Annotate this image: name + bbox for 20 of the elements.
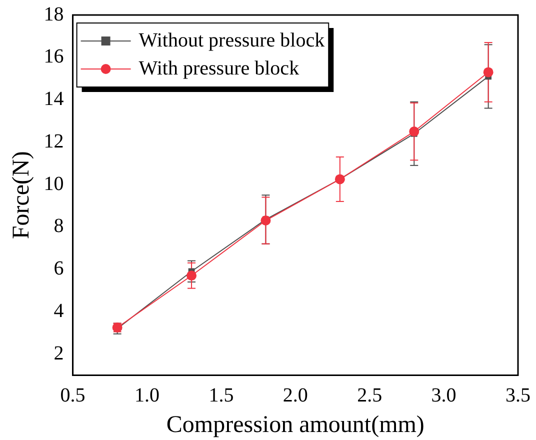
y-tick-label: 16 (44, 46, 64, 68)
x-tick-label: 3.5 (506, 384, 530, 406)
x-tick-label: 3.0 (431, 384, 456, 406)
y-axis-title: Force(N) (8, 151, 35, 240)
y-tick-label: 10 (44, 172, 64, 195)
x-tick-label: 1.5 (208, 384, 234, 406)
y-tick-label: 18 (44, 3, 64, 26)
y-tick-label: 2 (54, 342, 64, 364)
x-tick-label: 2.0 (282, 384, 308, 406)
x-tick-label: 0.5 (60, 384, 86, 406)
y-tick-label: 14 (44, 88, 64, 110)
x-tick-label: 1.0 (134, 384, 160, 406)
legend-label: Without pressure block (138, 29, 325, 52)
x-tick-label: 2.5 (357, 384, 382, 406)
y-tick-label: 12 (44, 130, 64, 152)
y-tick-label: 6 (54, 258, 64, 280)
legend-label: With pressure block (138, 57, 300, 80)
y-tick-label: 4 (54, 300, 64, 322)
y-tick-label: 8 (54, 215, 64, 238)
x-axis-title: Compression amount(mm) (166, 412, 424, 438)
